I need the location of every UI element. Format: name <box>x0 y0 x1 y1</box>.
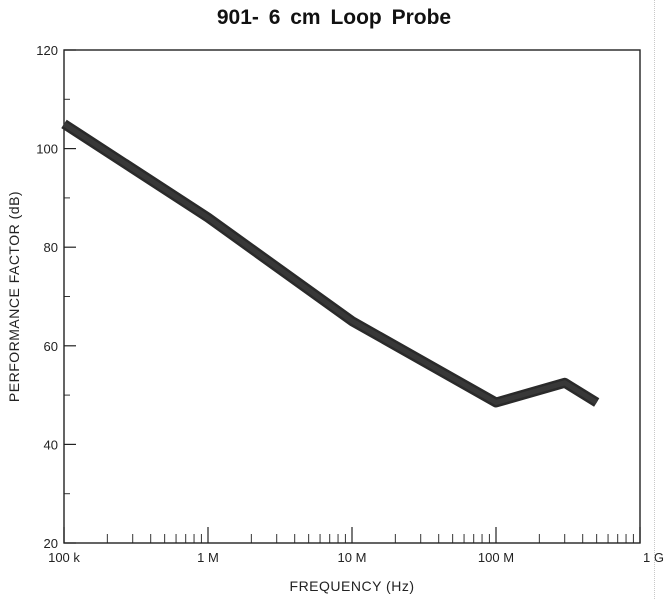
x-tick-label: 100 k <box>48 550 80 565</box>
x-axis-label: FREQUENCY (Hz) <box>290 578 415 594</box>
page-edge-dotted-line <box>654 0 655 599</box>
series-line <box>61 119 600 408</box>
x-axis-ticks: 100 k 1 M 10 M 100 M 1 G <box>48 527 664 565</box>
y-tick-label: 80 <box>44 240 58 255</box>
series-line-core <box>62 121 599 405</box>
x-tick-label: 100 M <box>478 550 514 565</box>
plot-frame <box>63 49 641 544</box>
minor-tick-marks <box>64 98 634 543</box>
chart-title: 901- 6 cm Loop Probe <box>216 6 452 29</box>
y-axis-label: PERFORMANCE FACTOR (dB) <box>6 191 22 402</box>
x-tick-label: 1 M <box>197 550 219 565</box>
y-tick-label: 20 <box>44 536 58 551</box>
y-tick-label: 120 <box>36 43 58 58</box>
x-tick-label: 1 G <box>643 550 664 565</box>
y-axis-ticks: 20 40 60 80 100 120 <box>36 43 76 551</box>
x-tick-label: 10 M <box>338 550 367 565</box>
y-tick-label: 40 <box>44 437 58 452</box>
series-layer <box>61 119 600 408</box>
y-tick-label: 100 <box>36 142 58 157</box>
y-tick-label: 60 <box>44 339 58 354</box>
